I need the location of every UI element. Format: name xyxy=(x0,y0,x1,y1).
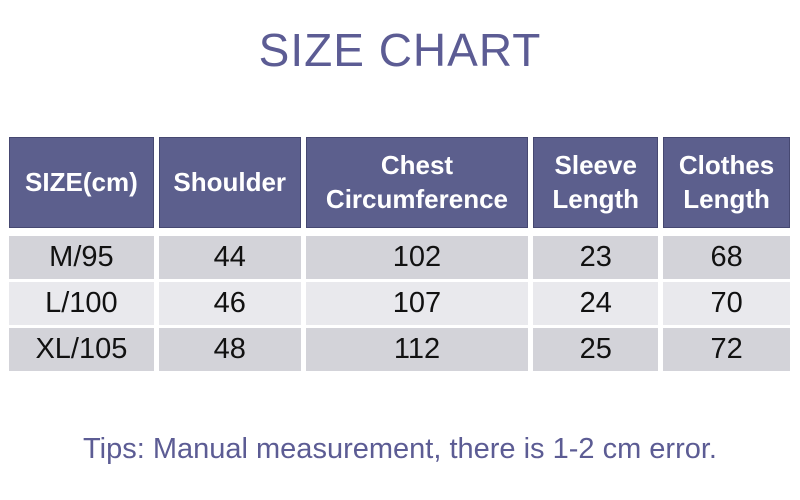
table-cell: 68 xyxy=(663,236,790,279)
table-cell: 112 xyxy=(305,328,529,371)
header-cell-2: Chest Circumference xyxy=(305,137,529,228)
table-cell: 46 xyxy=(158,282,301,325)
table-cell: 72 xyxy=(663,328,790,371)
header-cell-1: Shoulder xyxy=(158,137,301,228)
table-cell: 48 xyxy=(158,328,301,371)
header-cell-3: Sleeve Length xyxy=(533,137,659,228)
table-cell: 70 xyxy=(663,282,790,325)
table-header-row: SIZE(cm) Shoulder Chest Circumference Sleev… xyxy=(9,137,790,228)
table-cell: 107 xyxy=(305,282,529,325)
table-cell: 102 xyxy=(305,236,529,279)
size-label-cell: M/95 xyxy=(9,236,154,279)
header-cell-4: Clothes Length xyxy=(663,137,790,228)
table-cell: 24 xyxy=(533,282,659,325)
size-table: SIZE(cm) Shoulder Chest Circumference Sleev… xyxy=(9,137,790,371)
page-title: SIZE CHART xyxy=(258,24,542,76)
header-cell-0: SIZE(cm) xyxy=(9,137,154,228)
table-body: M/95 44 102 23 68 L/100 46 107 24 70 XL/105 48 112 25… xyxy=(9,236,790,371)
table-cell: 23 xyxy=(533,236,659,279)
table-cell: 44 xyxy=(158,236,301,279)
table-cell: 25 xyxy=(533,328,659,371)
measurement-tips-note: Tips: Manual measurement, there is 1-2 c… xyxy=(83,433,717,465)
size-label-cell: XL/105 xyxy=(9,328,154,371)
size-label-cell: L/100 xyxy=(9,282,154,325)
